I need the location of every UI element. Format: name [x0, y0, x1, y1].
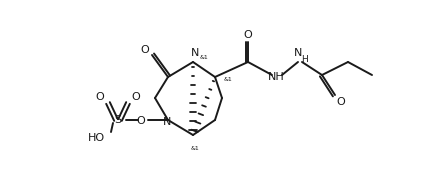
Text: N: N: [294, 48, 302, 58]
Text: &1: &1: [224, 76, 232, 82]
Text: N: N: [163, 117, 171, 127]
Text: O: O: [141, 45, 149, 55]
Text: O: O: [244, 30, 253, 40]
Text: &1: &1: [200, 54, 208, 59]
Text: HO: HO: [88, 133, 105, 143]
Text: O: O: [96, 92, 105, 102]
Text: NH: NH: [268, 72, 284, 82]
Text: N: N: [191, 48, 199, 58]
Text: &1: &1: [190, 145, 199, 151]
Text: S: S: [114, 115, 122, 125]
Text: H: H: [302, 54, 308, 64]
Text: O: O: [137, 116, 145, 126]
Text: O: O: [131, 92, 140, 102]
Text: O: O: [337, 97, 346, 107]
